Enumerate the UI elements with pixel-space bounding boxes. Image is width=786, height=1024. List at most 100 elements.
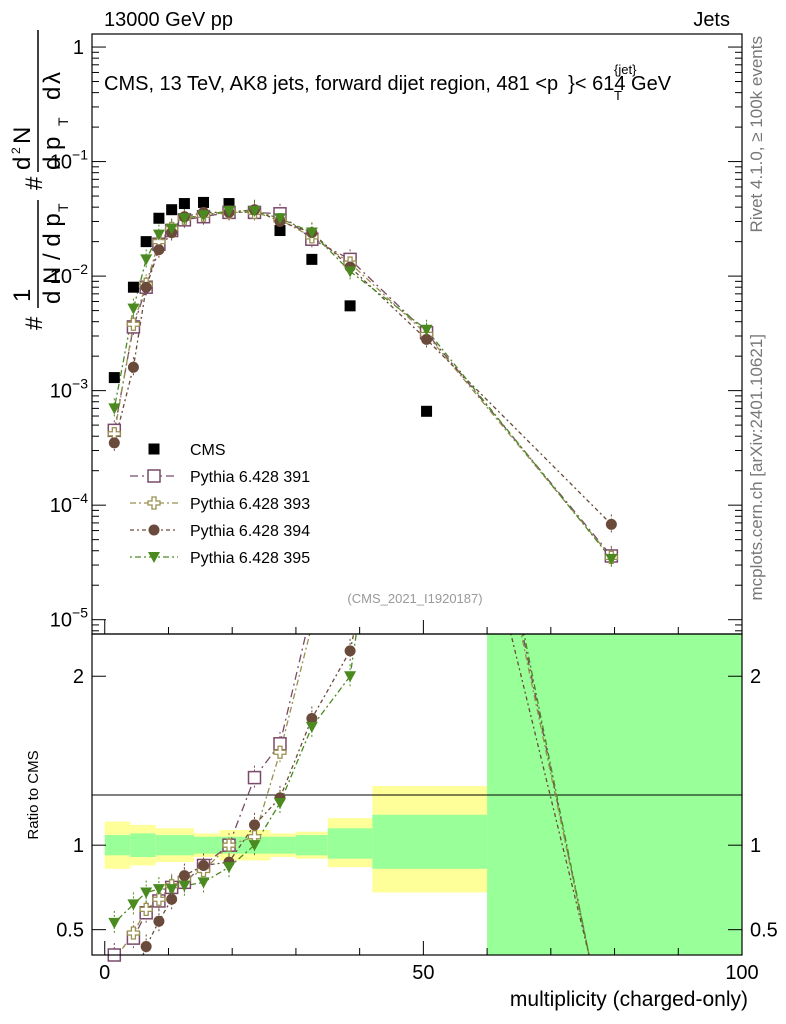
line-p391 [113,211,612,557]
marker-data [223,198,235,210]
svg-text:2: 2 [9,147,23,154]
legend-label-p391: Pythia 6.428 391 [190,469,310,486]
ratio-tick-label: 2 [73,666,84,688]
ratio-marker-p395 [248,840,261,852]
y-axis-label: # 1 d N / d p T # d 2 N d p T d λ [9,30,71,330]
axis-ticks: 0 50 100 1 10−1 10−2 10−3 10−4 10−5 0.5 0.5 1 1 2 2 [50,37,778,984]
ratio-marker-p395 [140,887,153,899]
marker-data [344,300,356,312]
marker-data [140,236,152,248]
marker-p395 [344,266,357,278]
ratio-tick-label: 1 [73,835,84,857]
svg-text:1: 1 [9,289,36,302]
ratio-marker-p394 [140,941,152,953]
ratio-y-label: Ratio to CMS [25,750,42,839]
x-tick-label: 100 [725,962,758,984]
marker-p395 [127,303,140,315]
plot-title: CMS, 13 TeV, AK8 jets, forward dijet reg… [104,62,672,103]
side-label-top: Rivet 4.1.0, ≥ 100k events [747,36,766,232]
marker-p395 [140,254,153,266]
marker-p395 [178,213,191,225]
marker-data [108,372,120,384]
svg-text:d: d [9,157,36,170]
line-p394 [113,209,612,525]
svg-text:d: d [39,87,66,100]
marker-p394 [153,244,165,256]
svg-text:T: T [55,203,71,212]
ratio-tick-label-right: 2 [750,666,761,688]
y-tick-label: 10−2 [50,261,88,288]
y-tick-label: 10−3 [50,376,88,403]
ratio-marker-p391 [247,770,262,785]
marker-data [198,196,210,208]
ratio-marker-p394 [249,819,260,831]
marker-p395 [605,553,618,565]
svg-text:T: T [55,117,71,126]
marker-p395 [420,324,433,336]
legend: CMS Pythia 6.428 391 Pythia 6.428 393 Pythi… [130,442,310,567]
x-tick-label: 0 [99,962,110,984]
marker-data [274,225,286,237]
marker-p395 [197,210,210,222]
svg-text:CMS, 13 TeV, AK8 jets, forward: CMS, 13 TeV, AK8 jets, forward dijet reg… [104,73,672,95]
ratio-marker-p395 [152,884,165,896]
header-left: 13000 GeV pp [104,9,233,31]
svg-text:d N / d p: d N / d p [39,213,66,304]
title-subscript: T [614,88,622,103]
marker-p394 [605,518,617,530]
ratio-marker-p393 [222,838,236,852]
y-tick-label: 10−4 [50,490,88,517]
stat-band-5 [270,836,296,854]
x-tick-label: 50 [412,962,434,984]
stat-band-3 [193,836,220,854]
ratio-tick-label-right: 0.5 [750,920,778,942]
line-p393 [113,211,612,558]
ratio-marker-p394 [166,893,178,905]
ratio-marker-p395 [108,917,121,929]
y-tick-label: 10−1 [50,147,88,174]
legend-label-data: CMS [190,442,226,459]
ratio-marker-p395 [344,671,357,683]
marker-data [127,281,139,293]
marker-p395 [108,403,121,415]
marker-data [306,253,318,265]
stat-band-2 [155,835,194,856]
svg-text:#: # [21,176,48,190]
ratio-marker-p393 [273,745,287,759]
ratio-marker-p394 [306,712,318,724]
main-panel-frame [91,33,743,635]
legend-marker-data [148,443,160,455]
ratio-marker-p393 [139,902,153,917]
marker-p395 [273,213,286,225]
marker-p395 [248,206,261,218]
stat-band-8 [372,814,488,869]
ratio-marker-p395 [165,884,178,896]
marker-data [421,405,433,417]
ratio-marker-p394 [344,645,356,657]
stat-band-7 [327,828,373,859]
svg-text:d p: d p [39,137,66,170]
legend-label-p395: Pythia 6.428 395 [190,550,310,567]
ratio-marker-p395 [127,899,140,911]
analysis-watermark: (CMS_2021_I1920187) [347,591,482,606]
legend-label-p394: Pythia 6.428 394 [190,523,310,540]
marker-p394 [108,437,120,449]
svg-text:#: # [21,316,48,330]
marker-p395 [165,223,178,235]
marker-p394 [421,333,433,345]
legend-marker-p395 [148,552,160,563]
marker-p394 [127,361,139,373]
legend-marker-p391 [147,469,161,483]
ratio-tick-label-right: 1 [750,835,761,857]
legend-label-p393: Pythia 6.428 393 [190,496,310,513]
header-right: Jets [693,9,730,31]
ratio-marker-p393 [152,892,166,906]
ratio-marker-p395 [223,862,236,874]
marker-p395 [152,229,165,241]
marker-p394 [140,281,152,293]
marker-p395 [305,227,318,239]
y-tick-label: 10−5 [50,605,88,632]
ratio-marker-p394 [198,859,210,871]
line-p395 [113,210,612,560]
